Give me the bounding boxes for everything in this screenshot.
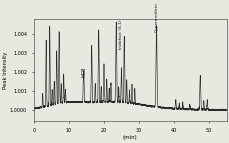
Text: Indofact (S.1): Indofact (S.1) xyxy=(118,20,122,49)
Y-axis label: Peak Intensity: Peak Intensity xyxy=(3,51,8,89)
X-axis label: (min): (min) xyxy=(122,135,137,140)
Text: Cypermethrin: Cypermethrin xyxy=(154,2,158,32)
Text: HCB: HCB xyxy=(81,66,86,77)
